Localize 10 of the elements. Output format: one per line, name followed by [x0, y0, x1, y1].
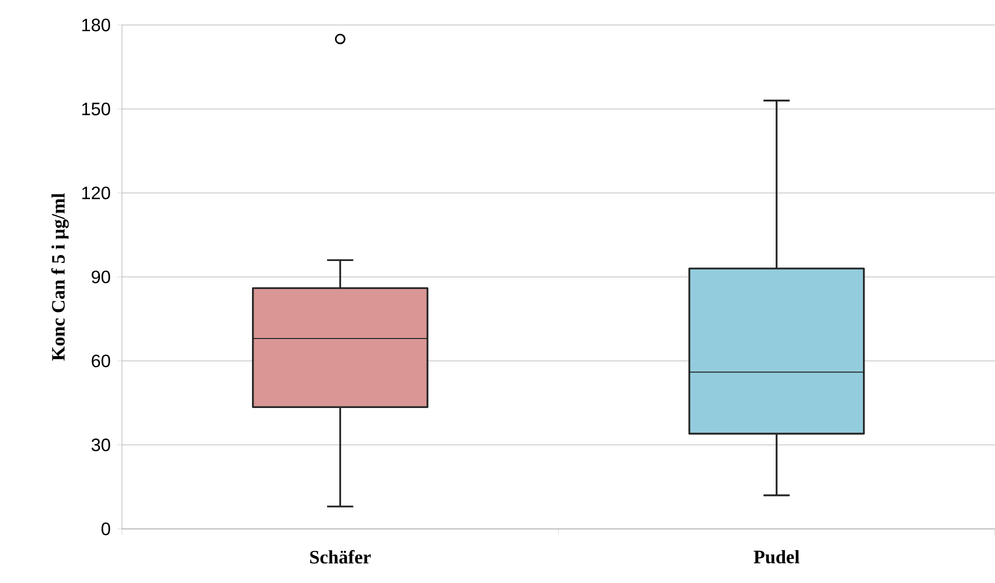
y-tick-label: 150: [82, 102, 110, 116]
y-tick-label: 180: [82, 18, 110, 32]
y-tick-label: 90: [92, 270, 110, 284]
y-axis-title: Konc Can f 5 i µg/ml: [51, 193, 69, 361]
y-tick-label: 60: [92, 354, 110, 368]
y-tick-label: 0: [102, 522, 110, 536]
x-tick-label: Schäfer: [310, 550, 371, 564]
y-tick-label: 120: [82, 186, 110, 200]
y-tick-label: 30: [92, 438, 110, 452]
x-tick-label: Pudel: [754, 550, 800, 564]
